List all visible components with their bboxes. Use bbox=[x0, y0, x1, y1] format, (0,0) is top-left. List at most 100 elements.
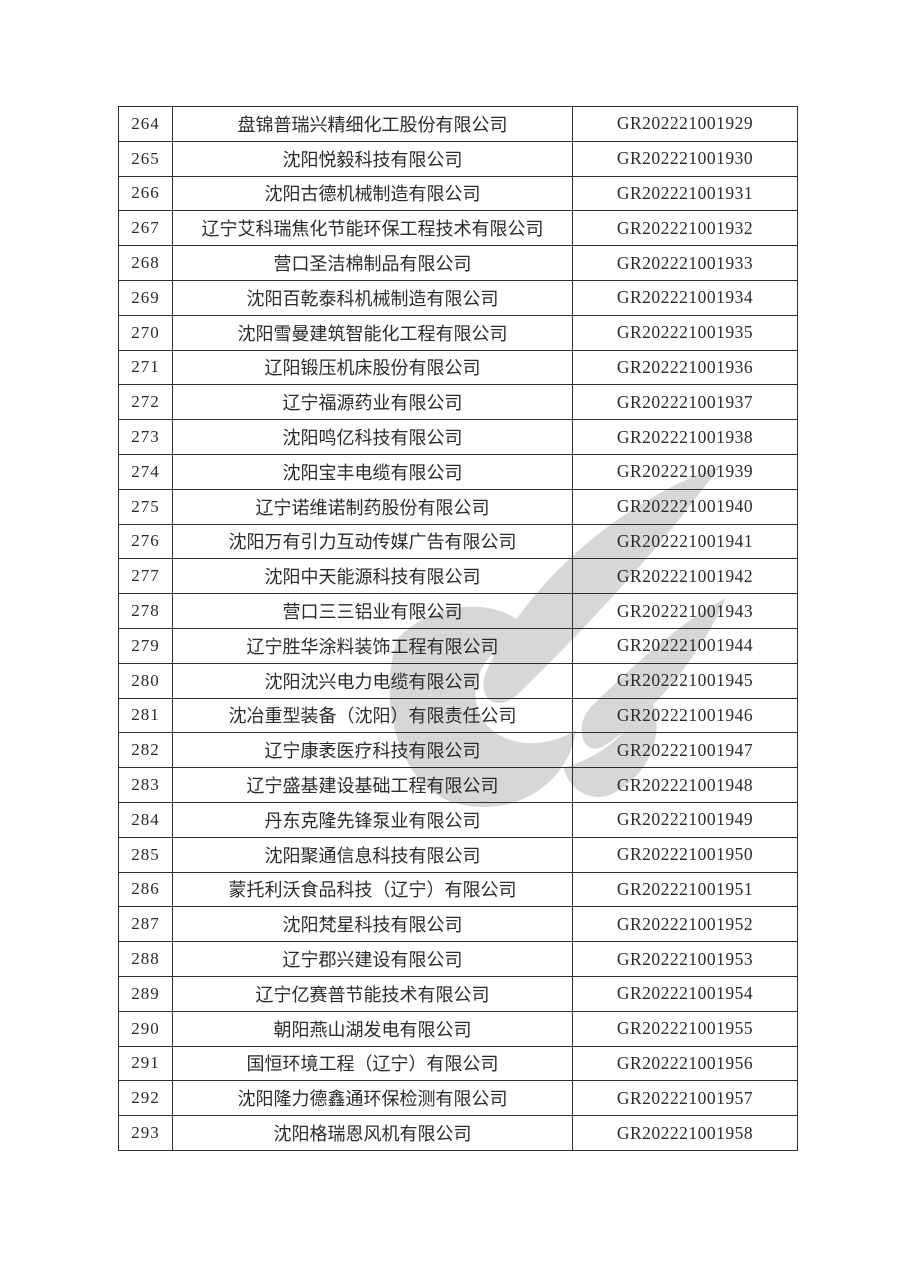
certificate-code: GR202221001946 bbox=[572, 697, 798, 734]
company-name: 丹东克隆先锋泵业有限公司 bbox=[172, 801, 573, 838]
company-name: 沈阳中天能源科技有限公司 bbox=[172, 558, 573, 595]
row-number: 281 bbox=[118, 697, 173, 734]
table-row: 293 沈阳格瑞恩风机有限公司 GR202221001958 bbox=[118, 1115, 798, 1151]
company-certificate-table: 264 盘锦普瑞兴精细化工股份有限公司 GR202221001929 265 沈… bbox=[118, 106, 798, 1151]
certificate-code: GR202221001948 bbox=[572, 767, 798, 803]
certificate-code: GR202221001949 bbox=[572, 801, 798, 838]
row-number: 280 bbox=[118, 662, 173, 699]
table-row: 282 辽宁康袤医疗科技有限公司 GR202221001947 bbox=[118, 732, 798, 769]
company-name: 辽宁亿赛普节能技术有限公司 bbox=[172, 975, 573, 1012]
table-row: 269 沈阳百乾泰科机械制造有限公司 GR202221001934 bbox=[118, 279, 798, 316]
certificate-code: GR202221001945 bbox=[572, 662, 798, 699]
certificate-code: GR202221001935 bbox=[572, 314, 798, 351]
table-row: 273 沈阳鸣亿科技有限公司 GR202221001938 bbox=[118, 419, 798, 455]
table-row: 265 沈阳悦毅科技有限公司 GR202221001930 bbox=[118, 140, 798, 177]
table-row: 288 辽宁郡兴建设有限公司 GR202221001953 bbox=[118, 941, 798, 977]
company-name: 辽宁福源药业有限公司 bbox=[172, 384, 573, 421]
company-name: 沈阳梵星科技有限公司 bbox=[172, 906, 573, 943]
row-number: 269 bbox=[118, 279, 173, 316]
company-name: 辽宁郡兴建设有限公司 bbox=[172, 941, 573, 977]
company-name: 辽宁艾科瑞焦化节能环保工程技术有限公司 bbox=[172, 210, 573, 247]
row-number: 277 bbox=[118, 558, 173, 595]
row-number: 272 bbox=[118, 384, 173, 421]
table-row: 268 营口圣洁棉制品有限公司 GR202221001933 bbox=[118, 245, 798, 281]
row-number: 283 bbox=[118, 767, 173, 803]
row-number: 282 bbox=[118, 732, 173, 769]
company-name: 沈阳沈兴电力电缆有限公司 bbox=[172, 662, 573, 699]
certificate-code: GR202221001955 bbox=[572, 1010, 798, 1047]
company-name: 沈阳悦毅科技有限公司 bbox=[172, 140, 573, 177]
certificate-code: GR202221001947 bbox=[572, 732, 798, 769]
row-number: 276 bbox=[118, 523, 173, 560]
company-name: 沈冶重型装备（沈阳）有限责任公司 bbox=[172, 697, 573, 734]
row-number: 293 bbox=[118, 1115, 173, 1151]
certificate-code: GR202221001941 bbox=[572, 523, 798, 560]
certificate-code: GR202221001953 bbox=[572, 941, 798, 977]
table-row: 284 丹东克隆先锋泵业有限公司 GR202221001949 bbox=[118, 801, 798, 838]
row-number: 288 bbox=[118, 941, 173, 977]
row-number: 267 bbox=[118, 210, 173, 247]
row-number: 273 bbox=[118, 419, 173, 455]
row-number: 284 bbox=[118, 801, 173, 838]
company-name: 辽宁康袤医疗科技有限公司 bbox=[172, 732, 573, 769]
company-table-body: 264 盘锦普瑞兴精细化工股份有限公司 GR202221001929 265 沈… bbox=[118, 106, 798, 1151]
table-row: 274 沈阳宝丰电缆有限公司 GR202221001939 bbox=[118, 453, 798, 490]
company-name: 沈阳百乾泰科机械制造有限公司 bbox=[172, 279, 573, 316]
table-row: 289 辽宁亿赛普节能技术有限公司 GR202221001954 bbox=[118, 975, 798, 1012]
row-number: 285 bbox=[118, 836, 173, 873]
table-row: 281 沈冶重型装备（沈阳）有限责任公司 GR202221001946 bbox=[118, 697, 798, 734]
table-row: 280 沈阳沈兴电力电缆有限公司 GR202221001945 bbox=[118, 662, 798, 699]
certificate-code: GR202221001954 bbox=[572, 975, 798, 1012]
table-row: 286 蒙托利沃食品科技（辽宁）有限公司 GR202221001951 bbox=[118, 871, 798, 908]
table-row: 271 辽阳锻压机床股份有限公司 GR202221001936 bbox=[118, 349, 798, 386]
table-row: 276 沈阳万有引力互动传媒广告有限公司 GR202221001941 bbox=[118, 523, 798, 560]
table-row: 278 营口三三铝业有限公司 GR202221001943 bbox=[118, 593, 798, 629]
row-number: 278 bbox=[118, 593, 173, 629]
company-name: 辽宁盛基建设基础工程有限公司 bbox=[172, 767, 573, 803]
certificate-code: GR202221001958 bbox=[572, 1115, 798, 1151]
company-name: 辽宁诺维诺制药股份有限公司 bbox=[172, 488, 573, 525]
certificate-code: GR202221001929 bbox=[572, 106, 798, 142]
certificate-code: GR202221001933 bbox=[572, 245, 798, 281]
table-row: 277 沈阳中天能源科技有限公司 GR202221001942 bbox=[118, 558, 798, 595]
certificate-code: GR202221001934 bbox=[572, 279, 798, 316]
row-number: 271 bbox=[118, 349, 173, 386]
certificate-code: GR202221001940 bbox=[572, 488, 798, 525]
certificate-code: GR202221001937 bbox=[572, 384, 798, 421]
table-row: 264 盘锦普瑞兴精细化工股份有限公司 GR202221001929 bbox=[118, 106, 798, 142]
table-row: 291 国恒环境工程（辽宁）有限公司 GR202221001956 bbox=[118, 1045, 798, 1082]
certificate-code: GR202221001939 bbox=[572, 453, 798, 490]
table-row: 275 辽宁诺维诺制药股份有限公司 GR202221001940 bbox=[118, 488, 798, 525]
company-name: 沈阳聚通信息科技有限公司 bbox=[172, 836, 573, 873]
company-name: 沈阳古德机械制造有限公司 bbox=[172, 175, 573, 212]
certificate-code: GR202221001951 bbox=[572, 871, 798, 908]
company-name: 营口三三铝业有限公司 bbox=[172, 593, 573, 629]
certificate-code: GR202221001952 bbox=[572, 906, 798, 943]
table-row: 290 朝阳燕山湖发电有限公司 GR202221001955 bbox=[118, 1010, 798, 1047]
row-number: 264 bbox=[118, 106, 173, 142]
company-name: 蒙托利沃食品科技（辽宁）有限公司 bbox=[172, 871, 573, 908]
row-number: 286 bbox=[118, 871, 173, 908]
row-number: 265 bbox=[118, 140, 173, 177]
table-row: 266 沈阳古德机械制造有限公司 GR202221001931 bbox=[118, 175, 798, 212]
certificate-code: GR202221001930 bbox=[572, 140, 798, 177]
company-name: 朝阳燕山湖发电有限公司 bbox=[172, 1010, 573, 1047]
certificate-code: GR202221001957 bbox=[572, 1080, 798, 1117]
row-number: 291 bbox=[118, 1045, 173, 1082]
row-number: 279 bbox=[118, 627, 173, 664]
certificate-code: GR202221001942 bbox=[572, 558, 798, 595]
table-row: 267 辽宁艾科瑞焦化节能环保工程技术有限公司 GR202221001932 bbox=[118, 210, 798, 247]
certificate-code: GR202221001956 bbox=[572, 1045, 798, 1082]
company-name: 盘锦普瑞兴精细化工股份有限公司 bbox=[172, 106, 573, 142]
company-name: 辽阳锻压机床股份有限公司 bbox=[172, 349, 573, 386]
table-row: 279 辽宁胜华涂料装饰工程有限公司 GR202221001944 bbox=[118, 627, 798, 664]
certificate-code: GR202221001936 bbox=[572, 349, 798, 386]
certificate-code: GR202221001932 bbox=[572, 210, 798, 247]
row-number: 270 bbox=[118, 314, 173, 351]
table-row: 292 沈阳隆力德鑫通环保检测有限公司 GR202221001957 bbox=[118, 1080, 798, 1117]
table-row: 272 辽宁福源药业有限公司 GR202221001937 bbox=[118, 384, 798, 421]
certificate-code: GR202221001931 bbox=[572, 175, 798, 212]
company-name: 沈阳万有引力互动传媒广告有限公司 bbox=[172, 523, 573, 560]
row-number: 275 bbox=[118, 488, 173, 525]
company-name: 沈阳鸣亿科技有限公司 bbox=[172, 419, 573, 455]
